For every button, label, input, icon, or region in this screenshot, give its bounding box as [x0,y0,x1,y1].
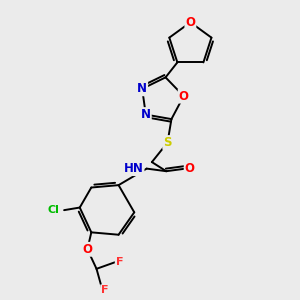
Text: F: F [101,285,109,295]
Text: O: O [185,16,195,29]
Text: O: O [179,90,189,103]
Text: O: O [185,162,195,175]
Text: S: S [163,136,172,149]
Text: O: O [82,243,92,256]
Text: HN: HN [124,162,144,175]
Text: Cl: Cl [48,205,59,215]
Text: N: N [141,108,151,121]
Text: N: N [137,82,147,95]
Text: F: F [116,257,123,267]
